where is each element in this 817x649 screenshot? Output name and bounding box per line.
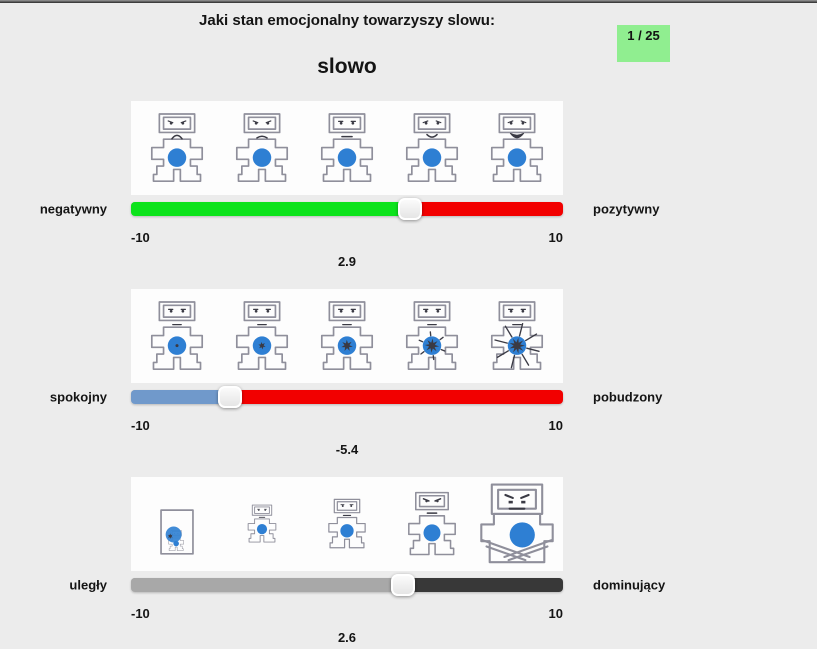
valence-right-label: pozytywny [593, 201, 660, 217]
arousal-value-readout: -5.4 [335, 442, 359, 457]
arousal-manikin-strip [131, 289, 563, 383]
slider-fill-left[interactable] [131, 202, 410, 216]
sam-arousal-2 [220, 291, 304, 381]
arousal-left-label: spokojny [49, 389, 107, 405]
question-text: Jaki stan emocjonalny towarzyszy slowu: [199, 12, 495, 29]
valence-left-label: negatywny [39, 201, 107, 217]
sam-dominance-1 [135, 479, 219, 569]
dominance-manikin-strip [131, 477, 563, 571]
sam-dominance-3 [305, 479, 389, 569]
sam-arousal-5 [475, 291, 559, 381]
sam-arousal-3 [305, 291, 389, 381]
sam-valence-1 [135, 103, 219, 193]
sam-arousal-4 [390, 291, 474, 381]
dominance-value-readout: 2.6 [337, 630, 357, 645]
valence-scale-block: negatywny pozytywny -10 10 2.9 [0, 101, 817, 269]
window-top-border [0, 0, 817, 3]
dominance-slider-track[interactable] [131, 574, 563, 596]
arousal-slider-handle[interactable] [218, 386, 243, 408]
slider-fill-left[interactable] [131, 578, 404, 592]
sam-arousal-1 [135, 291, 219, 381]
sam-valence-3 [305, 103, 389, 193]
slider-fill-right[interactable] [403, 578, 563, 592]
trial-counter-badge: 1 / 25 [617, 25, 670, 62]
stimulus-word: slowo [317, 55, 377, 78]
arousal-right-label: pobudzony [593, 389, 663, 405]
arousal-max-label: 10 [548, 418, 563, 433]
sam-dominance-5 [475, 479, 559, 569]
sam-dominance-4 [390, 479, 474, 569]
valence-max-label: 10 [548, 230, 563, 245]
arousal-min-label: -10 [131, 418, 150, 433]
dominance-min-label: -10 [131, 606, 150, 621]
valence-min-label: -10 [131, 230, 150, 245]
arousal-slider-track[interactable] [131, 386, 563, 408]
slider-fill-right[interactable] [230, 390, 563, 404]
sam-dominance-2 [220, 479, 304, 569]
sam-valence-2 [220, 103, 304, 193]
dominance-max-label: 10 [548, 606, 563, 621]
dominance-left-label: uległy [69, 577, 107, 593]
slider-fill-left[interactable] [131, 390, 231, 404]
dominance-right-label: dominujący [593, 577, 666, 593]
sam-valence-5 [475, 103, 559, 193]
valence-slider-track[interactable] [131, 198, 563, 220]
arousal-scale-block: spokojny pobudzony -10 10 -5.4 [0, 289, 817, 457]
dominance-scale-block: uległy dominujący -10 10 2.6 [0, 477, 817, 645]
slider-fill-right[interactable] [409, 202, 563, 216]
valence-slider-handle[interactable] [397, 198, 422, 220]
dominance-slider-handle[interactable] [391, 574, 416, 596]
valence-value-readout: 2.9 [337, 254, 357, 269]
valence-manikin-strip [131, 101, 563, 195]
sam-valence-4 [390, 103, 474, 193]
